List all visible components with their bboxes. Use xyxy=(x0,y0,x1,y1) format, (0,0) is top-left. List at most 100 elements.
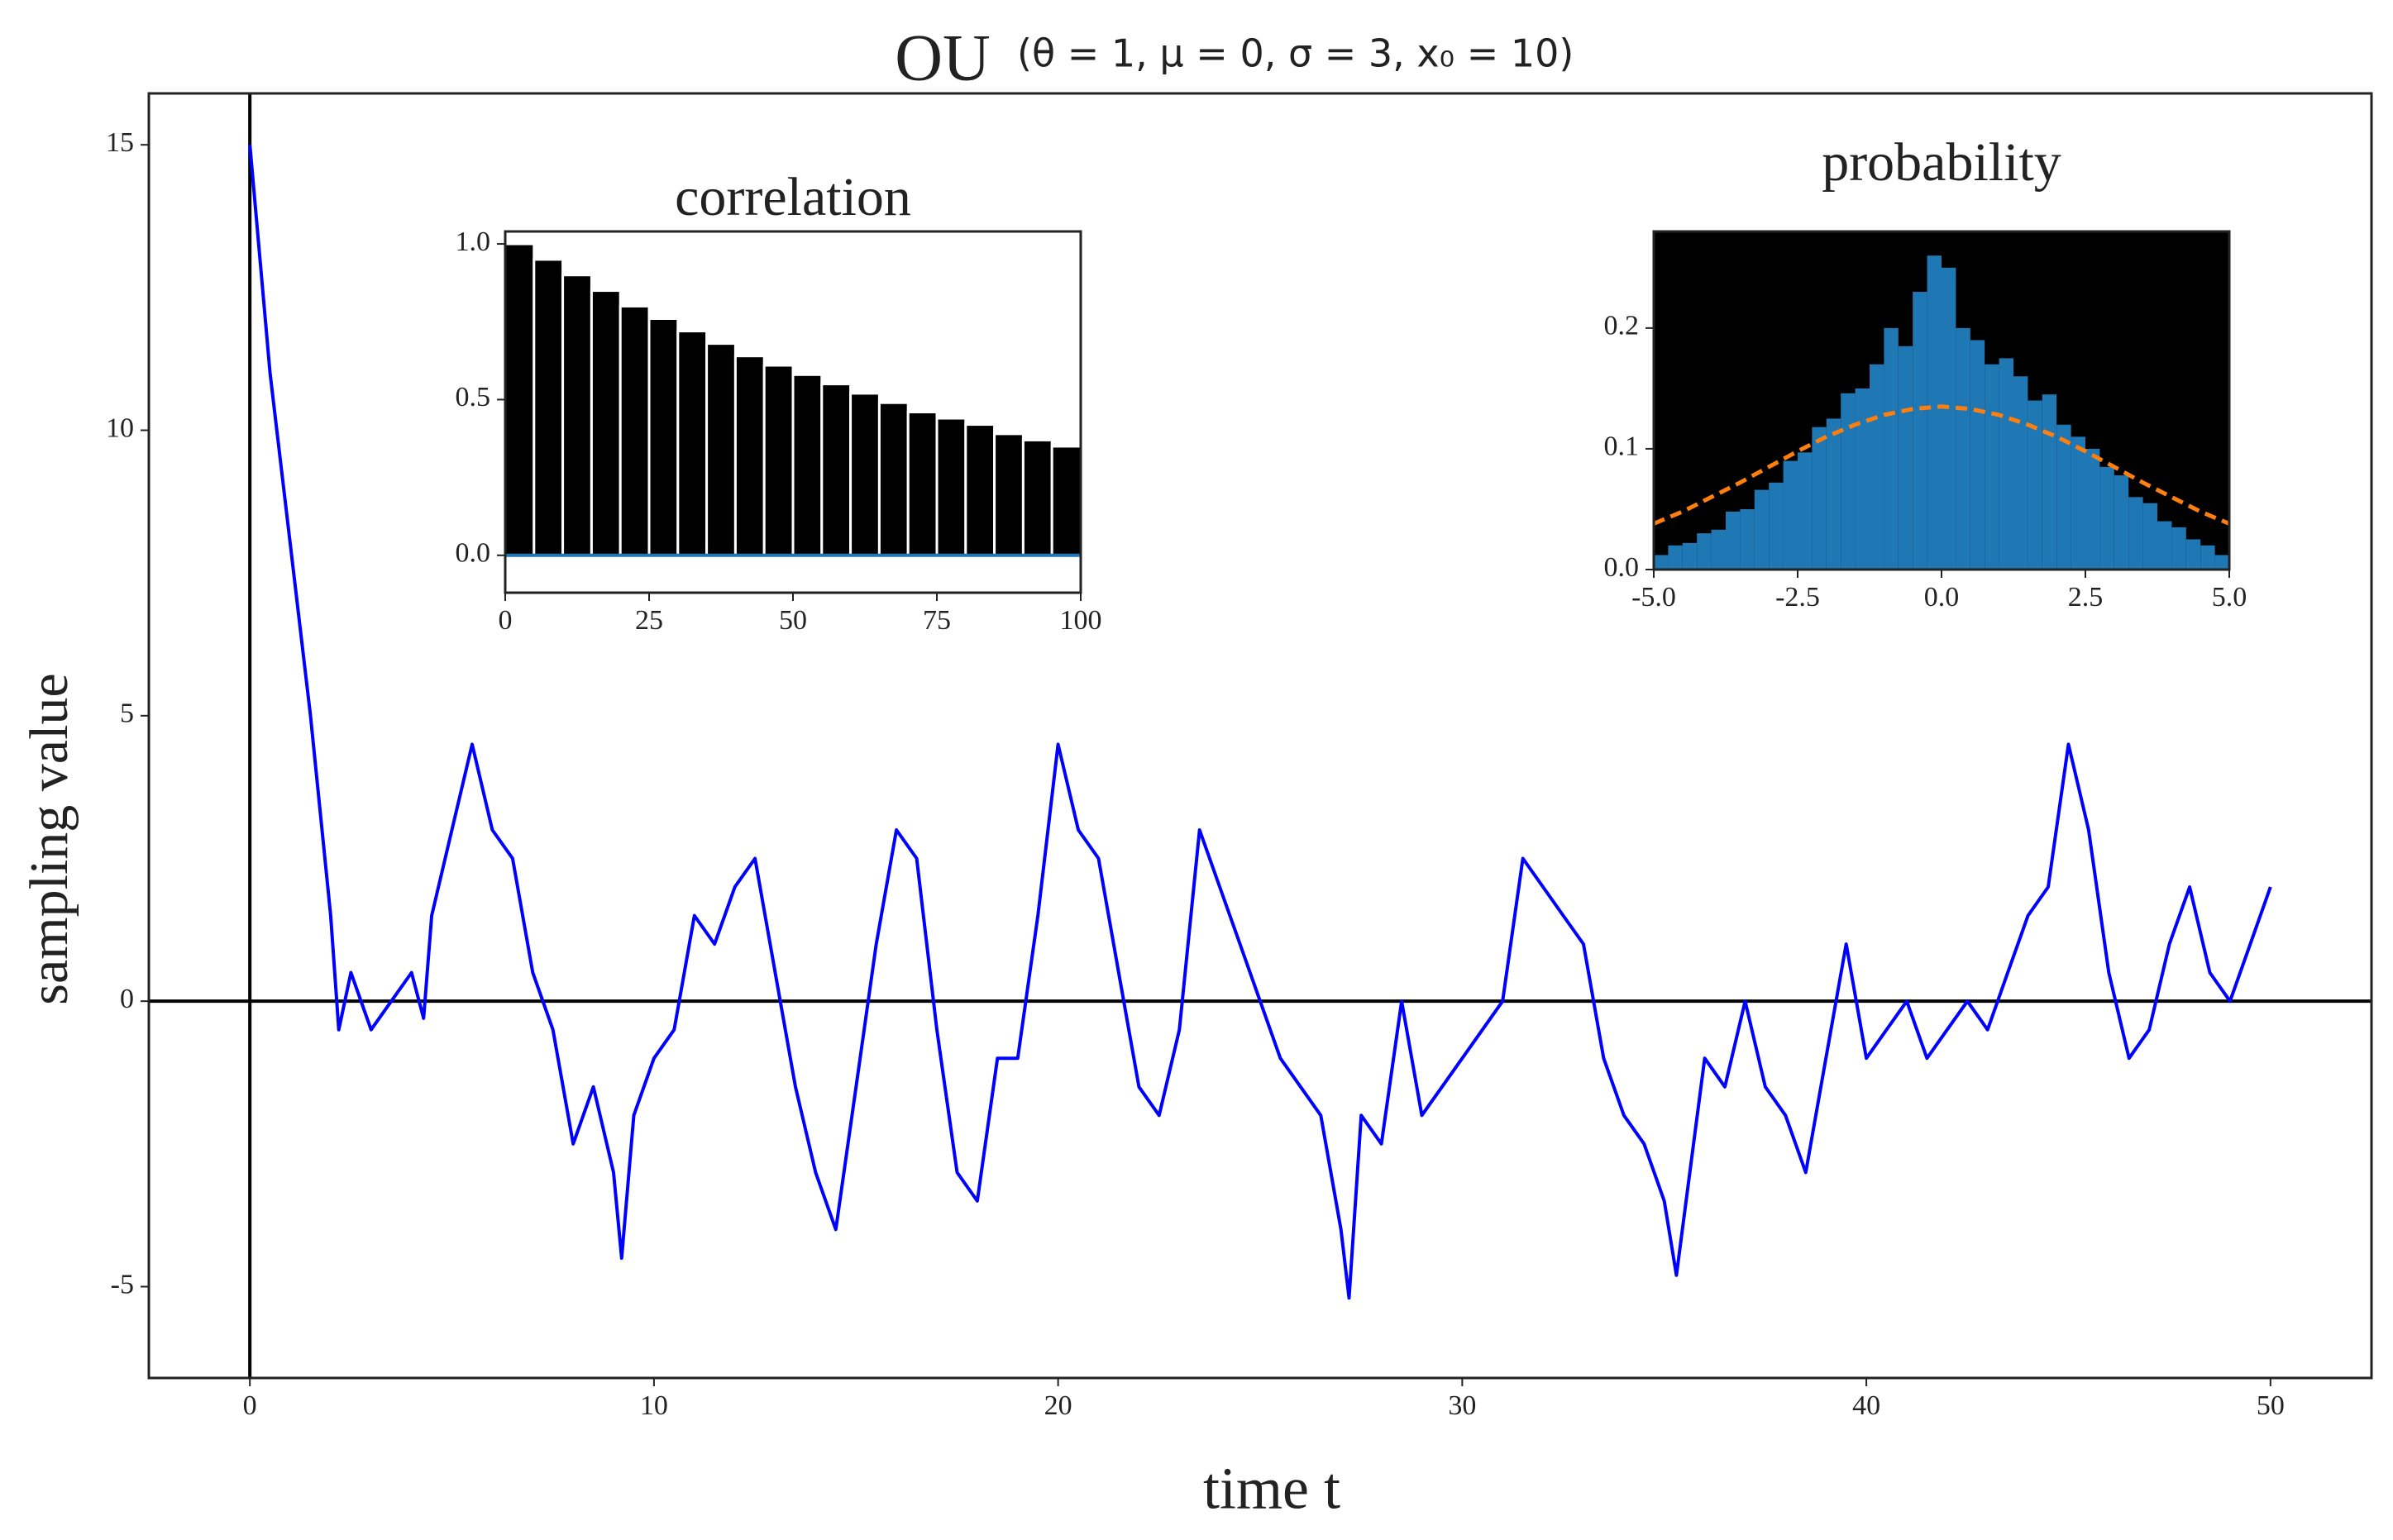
histogram-bar xyxy=(2185,539,2201,570)
density-curve xyxy=(1653,404,2230,526)
histogram-bar xyxy=(2028,400,2042,570)
y-tick-label: 1.0 xyxy=(456,226,491,257)
histogram-bar xyxy=(2071,436,2085,570)
bar xyxy=(1021,438,1053,557)
x-tick-label: 100 xyxy=(1060,605,1102,636)
y-tick-label: 10 xyxy=(106,412,134,443)
histogram-bar xyxy=(2128,497,2143,570)
plot-frame xyxy=(147,92,2373,1380)
histogram-bar xyxy=(1783,460,1798,570)
histogram-bar xyxy=(1654,555,1669,570)
bar xyxy=(705,342,737,557)
histogram-bar xyxy=(1956,327,1970,570)
bar xyxy=(676,330,709,557)
bar xyxy=(964,423,996,557)
histogram-bar xyxy=(1898,346,1913,570)
inset-title: correlation xyxy=(675,167,911,227)
histogram-bar xyxy=(2042,394,2057,570)
bar xyxy=(1050,445,1082,557)
x-tick-label: 75 xyxy=(923,605,951,636)
histogram-bar xyxy=(1812,427,1827,570)
y-tick-label: 0 xyxy=(120,984,134,1014)
inset-title: probability xyxy=(1822,132,2061,193)
histogram-bar xyxy=(1668,545,1683,570)
bar xyxy=(733,355,766,557)
histogram-bar xyxy=(2157,521,2172,570)
histogram-bar xyxy=(1841,393,1856,570)
histogram-bar xyxy=(1754,489,1770,570)
y-tick-label: -5 xyxy=(111,1269,134,1299)
y-tick-label: 0.0 xyxy=(456,538,491,569)
bar xyxy=(906,411,939,557)
bar xyxy=(935,417,967,557)
x-tick-label: 0 xyxy=(243,1390,257,1421)
histogram-bar xyxy=(1855,388,1870,570)
histogram-bar xyxy=(1726,511,1741,570)
histogram-bar xyxy=(1870,364,1884,570)
plot-frame xyxy=(1652,230,2231,571)
histogram-bar xyxy=(2085,448,2100,570)
x-tick-label: 2.5 xyxy=(2068,582,2104,613)
histogram-bar xyxy=(2214,555,2229,570)
histogram-bar xyxy=(2099,466,2114,570)
x-tick-label: 50 xyxy=(2257,1390,2285,1421)
x-tick-label: 5.0 xyxy=(2212,582,2247,613)
histogram-bar xyxy=(2114,475,2129,570)
bar xyxy=(533,258,565,557)
bar xyxy=(619,304,651,557)
histogram-bar xyxy=(2171,527,2186,570)
plot-frame xyxy=(504,230,1082,594)
x-axis-label: time t xyxy=(1203,1456,1340,1522)
y-tick-label: 0.1 xyxy=(1604,431,1640,462)
histogram-bar xyxy=(1682,542,1698,570)
chart-title: OU xyxy=(895,21,991,94)
x-tick-label: 30 xyxy=(1448,1390,1476,1421)
histogram-bar xyxy=(1697,533,1712,570)
chart-subtitle: (θ = 1, μ = 0, σ = 3, x₀ = 10) xyxy=(1017,31,1574,76)
histogram-bar xyxy=(1769,482,1784,570)
y-tick-label: 0.5 xyxy=(456,382,491,412)
x-tick-label: 40 xyxy=(1852,1390,1880,1421)
bar xyxy=(504,242,536,557)
x-tick-label: -2.5 xyxy=(1775,582,1820,613)
y-axis-label: sampling value xyxy=(19,673,79,1004)
histogram-bar xyxy=(1985,364,1999,570)
bar xyxy=(762,364,795,557)
bar xyxy=(993,432,1025,557)
histogram-bar xyxy=(1970,340,1985,570)
bar xyxy=(647,317,680,557)
y-tick-label: 5 xyxy=(120,698,134,729)
histogram-bar xyxy=(1740,508,1755,570)
histogram-bar xyxy=(1999,358,2013,570)
bar xyxy=(877,401,910,557)
x-tick-label: 20 xyxy=(1044,1390,1072,1421)
bar xyxy=(820,383,853,557)
histogram-bar xyxy=(1884,327,1899,570)
bar xyxy=(791,373,824,557)
histogram-bar xyxy=(2056,424,2071,570)
histogram-bar xyxy=(2200,545,2215,570)
histogram-bar xyxy=(2142,503,2157,570)
x-tick-label: 25 xyxy=(635,605,663,636)
histogram-bar xyxy=(1711,529,1726,570)
bar xyxy=(561,274,593,557)
histogram-bar xyxy=(1942,267,1956,570)
histogram-bar xyxy=(1913,292,1927,570)
x-tick-label: 50 xyxy=(779,605,807,636)
bar xyxy=(849,392,881,557)
y-tick-label: 0.2 xyxy=(1604,311,1640,341)
x-tick-label: -5.0 xyxy=(1631,582,1676,613)
y-tick-label: 15 xyxy=(106,127,134,158)
ou-path xyxy=(248,145,2272,1300)
x-tick-label: 10 xyxy=(640,1390,668,1421)
bar xyxy=(590,289,622,557)
histogram-bar xyxy=(1927,255,1942,570)
x-tick-label: 0 xyxy=(499,605,513,636)
y-tick-label: 0.0 xyxy=(1604,552,1640,583)
histogram-bar xyxy=(1826,418,1841,570)
x-tick-label: 0.0 xyxy=(1924,582,1960,613)
histogram-bar xyxy=(2013,376,2028,570)
histogram-bar xyxy=(1798,452,1813,570)
